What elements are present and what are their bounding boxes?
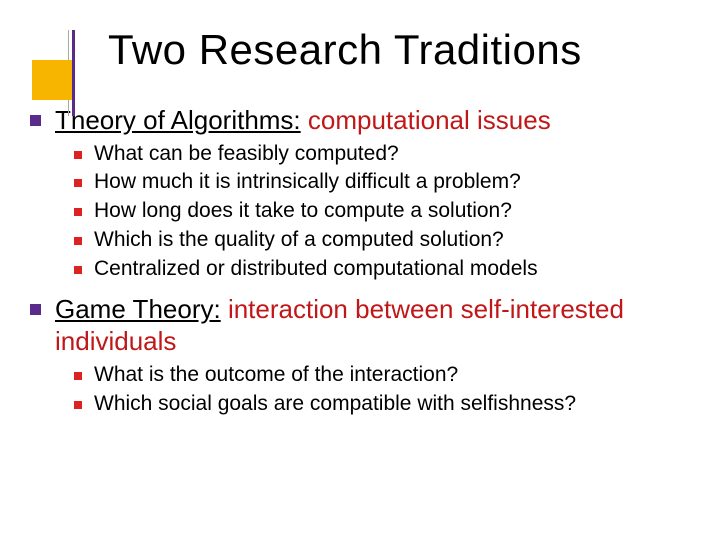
list-item: What is the outcome of the interaction?	[74, 362, 696, 389]
heading-prefix: Theory of Algorithms:	[55, 105, 301, 135]
list-item-text: What is the outcome of the interaction?	[94, 362, 458, 389]
list-item-text: Which is the quality of a computed solut…	[94, 227, 504, 254]
list-item-text: How much it is intrinsically difficult a…	[94, 169, 521, 196]
square-bullet-icon	[30, 115, 41, 126]
list-item: Centralized or distributed computational…	[74, 256, 696, 283]
heading-suffix: computational issues	[308, 105, 551, 135]
section-heading-text: Theory of Algorithms: computational issu…	[55, 104, 551, 137]
heading-prefix: Game Theory:	[55, 294, 221, 324]
section-heading: Game Theory: interaction between self-in…	[30, 293, 696, 358]
list-item: What can be feasibly computed?	[74, 141, 696, 168]
square-bullet-icon	[74, 372, 82, 380]
list-item: How much it is intrinsically difficult a…	[74, 169, 696, 196]
list-item: How long does it take to compute a solut…	[74, 198, 696, 225]
list-item: Which social goals are compatible with s…	[74, 391, 696, 418]
list-item-text: What can be feasibly computed?	[94, 141, 399, 168]
square-bullet-icon	[74, 208, 82, 216]
list-item-text: Centralized or distributed computational…	[94, 256, 538, 283]
title-block: Two Research Traditions	[0, 0, 720, 90]
square-bullet-icon	[74, 151, 82, 159]
square-bullet-icon	[74, 237, 82, 245]
section-heading: Theory of Algorithms: computational issu…	[30, 104, 696, 137]
square-bullet-icon	[74, 179, 82, 187]
slide: Two Research Traditions Theory of Algori…	[0, 0, 720, 540]
content-area: Theory of Algorithms: computational issu…	[0, 90, 720, 418]
section-heading-text: Game Theory: interaction between self-in…	[55, 293, 696, 358]
square-bullet-icon	[74, 266, 82, 274]
title-accent-line	[72, 30, 75, 116]
square-bullet-icon	[74, 401, 82, 409]
sub-list: What can be feasibly computed? How much …	[30, 141, 696, 283]
list-item: Which is the quality of a computed solut…	[74, 227, 696, 254]
title-accent-box	[32, 60, 72, 100]
list-item-text: How long does it take to compute a solut…	[94, 198, 512, 225]
list-item-text: Which social goals are compatible with s…	[94, 391, 576, 418]
slide-title: Two Research Traditions	[108, 28, 720, 72]
square-bullet-icon	[30, 304, 41, 315]
sub-list: What is the outcome of the interaction? …	[30, 362, 696, 418]
